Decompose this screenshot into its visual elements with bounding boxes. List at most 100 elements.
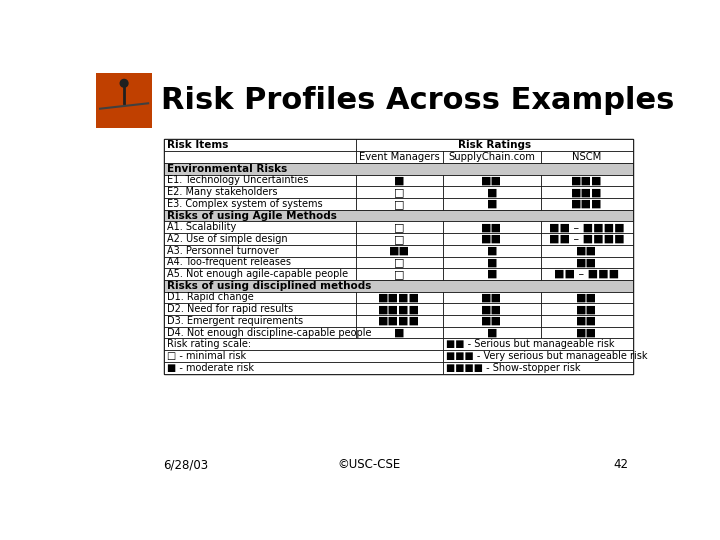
Text: ■■: ■■: [482, 293, 503, 302]
Text: SupplyChain.com: SupplyChain.com: [449, 152, 535, 162]
Bar: [356, 315, 443, 327]
Text: ■: ■: [394, 176, 405, 185]
Text: E3. Complex system of systems: E3. Complex system of systems: [167, 199, 323, 209]
Text: D2. Need for rapid results: D2. Need for rapid results: [167, 304, 293, 314]
Text: Risk Ratings: Risk Ratings: [458, 140, 531, 150]
Bar: [443, 151, 541, 163]
Bar: [163, 256, 356, 268]
Bar: [356, 221, 443, 233]
Bar: [356, 245, 443, 256]
Text: E1. Technology Uncertainties: E1. Technology Uncertainties: [167, 176, 308, 185]
Bar: [356, 327, 443, 339]
Text: ■■■: ■■■: [571, 176, 603, 185]
Text: ■■■: ■■■: [571, 187, 603, 197]
Bar: [443, 268, 541, 280]
Text: ■: ■: [487, 258, 497, 267]
Bar: [443, 292, 541, 303]
Bar: [443, 186, 541, 198]
Text: ■■ – ■■■■: ■■ – ■■■■: [549, 234, 624, 244]
Bar: [163, 350, 443, 362]
Bar: [96, 72, 152, 128]
Text: ■: ■: [487, 246, 497, 255]
Bar: [541, 151, 632, 163]
Bar: [443, 339, 632, 350]
Text: ■■ - Serious but manageable risk: ■■ - Serious but manageable risk: [446, 339, 614, 349]
Bar: [443, 233, 541, 245]
Text: ■■: ■■: [482, 176, 503, 185]
Bar: [443, 362, 632, 374]
Text: ■■: ■■: [482, 316, 503, 326]
Text: □: □: [394, 234, 405, 244]
Bar: [163, 245, 356, 256]
Text: ■■ – ■■■■: ■■ – ■■■■: [549, 222, 624, 232]
Bar: [163, 139, 356, 151]
Text: A5. Not enough agile-capable people: A5. Not enough agile-capable people: [167, 269, 348, 279]
Bar: [163, 315, 356, 327]
Text: □: □: [394, 269, 405, 279]
Text: □: □: [394, 199, 405, 209]
Bar: [163, 280, 632, 292]
Circle shape: [120, 79, 128, 87]
Text: D4. Not enough discipline-capable people: D4. Not enough discipline-capable people: [167, 328, 372, 338]
Bar: [541, 198, 632, 210]
Bar: [163, 198, 356, 210]
Text: ■: ■: [487, 187, 497, 197]
Bar: [356, 186, 443, 198]
Text: ■■■■ - Show-stopper risk: ■■■■ - Show-stopper risk: [446, 363, 580, 373]
Bar: [541, 174, 632, 186]
Text: □: □: [394, 187, 405, 197]
Bar: [163, 233, 356, 245]
Text: ■■■■: ■■■■: [378, 293, 420, 302]
Text: ■■: ■■: [482, 304, 503, 314]
Text: ■■■■: ■■■■: [378, 316, 420, 326]
Bar: [163, 268, 356, 280]
Text: E2. Many stakeholders: E2. Many stakeholders: [167, 187, 277, 197]
Text: □ - minimal risk: □ - minimal risk: [167, 351, 246, 361]
Bar: [356, 151, 443, 163]
Bar: [443, 245, 541, 256]
Bar: [356, 139, 632, 151]
Text: ■■■: ■■■: [571, 199, 603, 209]
Bar: [443, 256, 541, 268]
Text: ©USC-CSE: ©USC-CSE: [338, 458, 400, 471]
Bar: [541, 303, 632, 315]
Bar: [541, 315, 632, 327]
Bar: [163, 186, 356, 198]
Bar: [541, 292, 632, 303]
Text: 42: 42: [613, 458, 629, 471]
Text: ■: ■: [487, 328, 497, 338]
Text: 6/28/03: 6/28/03: [163, 458, 209, 471]
Bar: [541, 233, 632, 245]
Bar: [443, 327, 541, 339]
Text: Risk Profiles Across Examples: Risk Profiles Across Examples: [161, 86, 675, 116]
Text: A1. Scalability: A1. Scalability: [167, 222, 236, 232]
Text: Risks of using disciplined methods: Risks of using disciplined methods: [167, 281, 371, 291]
Text: D3. Emergent requirements: D3. Emergent requirements: [167, 316, 303, 326]
Bar: [163, 210, 632, 221]
Text: ■■: ■■: [576, 258, 598, 267]
Bar: [163, 151, 356, 163]
Text: D1. Rapid change: D1. Rapid change: [167, 293, 253, 302]
Bar: [356, 292, 443, 303]
Bar: [163, 292, 356, 303]
Bar: [356, 174, 443, 186]
Text: A4. Too-frequent releases: A4. Too-frequent releases: [167, 258, 291, 267]
Text: ■ - moderate risk: ■ - moderate risk: [167, 363, 253, 373]
Bar: [541, 221, 632, 233]
Text: ■: ■: [394, 328, 405, 338]
Text: Risks of using Agile Methods: Risks of using Agile Methods: [167, 211, 337, 220]
Text: ■■: ■■: [576, 293, 598, 302]
Text: ■■: ■■: [389, 246, 410, 255]
Bar: [541, 268, 632, 280]
Text: Event Managers: Event Managers: [359, 152, 440, 162]
Bar: [163, 163, 632, 174]
Bar: [541, 256, 632, 268]
Text: ■■: ■■: [482, 234, 503, 244]
Bar: [163, 221, 356, 233]
Bar: [356, 268, 443, 280]
Text: □: □: [394, 222, 405, 232]
Bar: [443, 350, 632, 362]
Bar: [541, 245, 632, 256]
Bar: [356, 233, 443, 245]
Text: □: □: [394, 258, 405, 267]
